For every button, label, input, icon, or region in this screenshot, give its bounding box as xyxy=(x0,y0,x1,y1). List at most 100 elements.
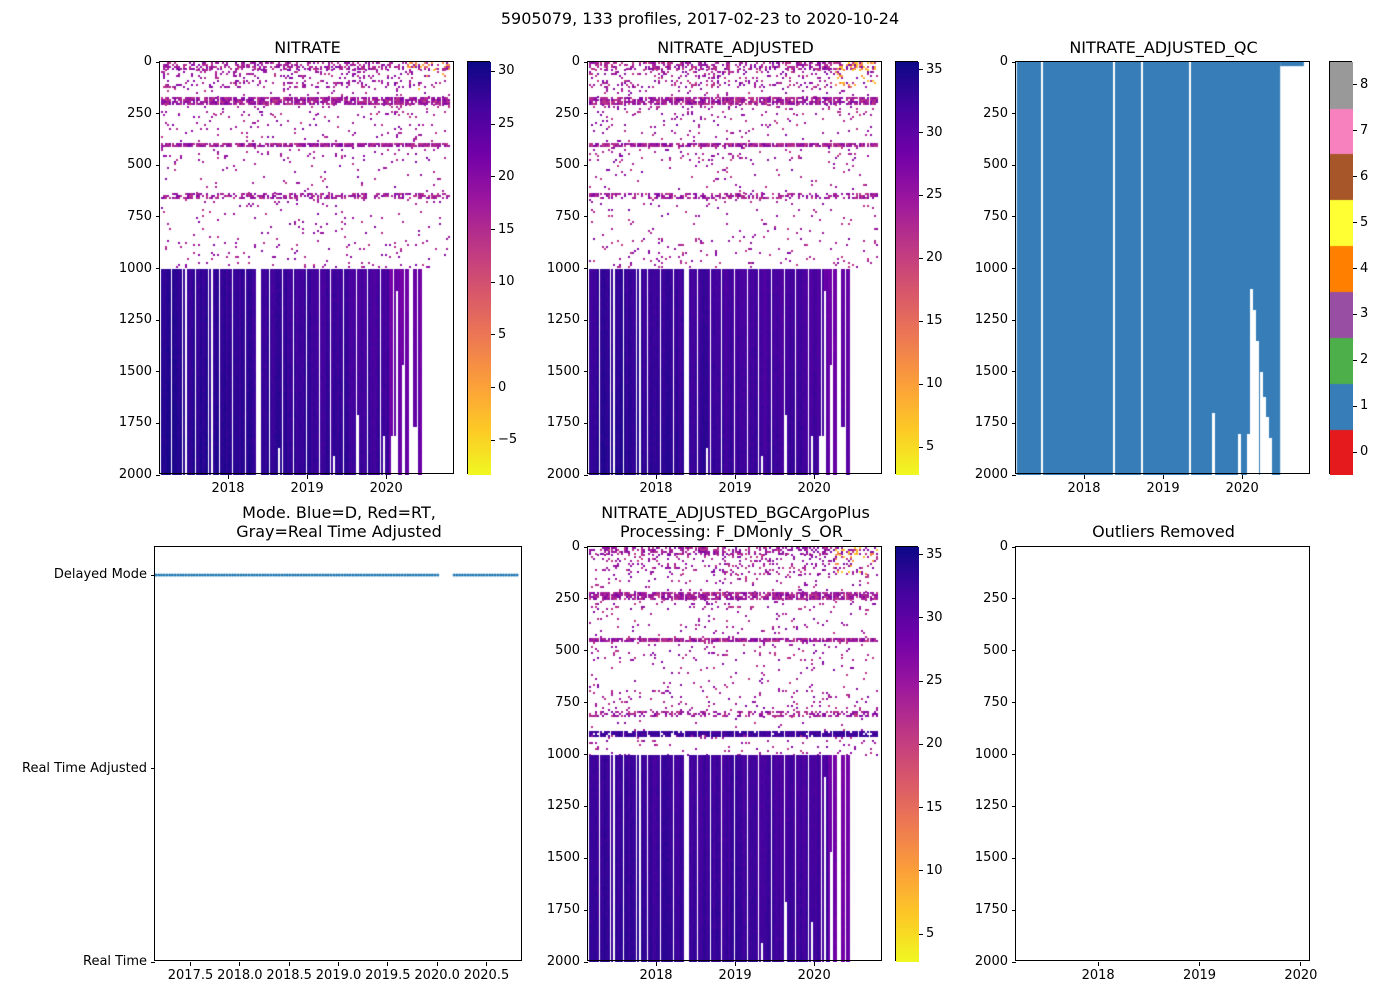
nitrate-ytick-label: 250 xyxy=(127,105,152,121)
mode-xtick-label: 2018.5 xyxy=(266,968,312,983)
nitrate-ytick xyxy=(156,61,160,63)
adjusted-xtick xyxy=(813,475,815,479)
nitrate-xtick xyxy=(306,475,308,479)
adjusted-cbar-tick-label: 20 xyxy=(926,250,943,266)
nitrate-ytick-label: 1250 xyxy=(118,312,152,328)
outliers-ytick xyxy=(1012,598,1016,600)
nitrate-heatmap xyxy=(160,62,455,475)
adjusted-cbar-tick-label: 35 xyxy=(926,61,943,77)
adjusted-xtick xyxy=(734,475,736,479)
bgc-ytick xyxy=(584,650,588,652)
outliers-ytick xyxy=(1012,650,1016,652)
qc-cbar-tick xyxy=(1353,268,1357,269)
bgc-ytick-label: 500 xyxy=(555,642,580,658)
nitrate-ytick xyxy=(156,371,160,373)
mode-xtick-label: 2018.0 xyxy=(217,968,263,983)
bgc-ytick xyxy=(584,702,588,704)
adjusted-title: NITRATE_ADJUSTED xyxy=(657,38,814,57)
qc-cbar-tick-label: 6 xyxy=(1360,168,1369,184)
bgc-ytick-label: 750 xyxy=(555,694,580,710)
bgc-ytick xyxy=(584,909,588,911)
nitrate-axes xyxy=(159,61,454,474)
adjusted-ytick-label: 1250 xyxy=(546,312,580,328)
nitrate-cbar-tick-label: 0 xyxy=(498,379,507,395)
qc-xtick-label: 2019 xyxy=(1146,481,1180,496)
bgc-xtick-label: 2019 xyxy=(718,968,752,983)
mode-xtick-label: 2017.5 xyxy=(167,968,214,983)
adjusted-xtick xyxy=(655,475,657,479)
nitrate-ytick-label: 0 xyxy=(143,54,152,69)
mode-plot xyxy=(155,547,523,962)
outliers-xtick-label: 2020 xyxy=(1284,968,1318,983)
qc-cbar-tick-label: 1 xyxy=(1360,398,1369,414)
adjusted-ytick-label: 1000 xyxy=(546,260,580,276)
bgc-ytick-label: 2000 xyxy=(546,954,580,969)
mode-xtick-label: 2020.0 xyxy=(414,968,460,983)
adjusted-cbar-tick-label: 5 xyxy=(926,439,935,455)
mode-xtick-label: 2020.5 xyxy=(463,968,510,983)
qc-ytick xyxy=(1012,422,1016,424)
bgc-ytick-label: 0 xyxy=(571,539,580,554)
adjusted-colorbar xyxy=(896,62,919,475)
adjusted-ytick xyxy=(584,474,588,476)
bgc-ytick xyxy=(584,598,588,600)
qc-ytick xyxy=(1012,216,1016,218)
qc-cbar-tick xyxy=(1353,222,1357,224)
nitrate-ytick-label: 1500 xyxy=(118,363,152,379)
outliers-ytick-label: 250 xyxy=(983,590,1008,606)
adjusted-ytick-label: 750 xyxy=(555,208,580,224)
bgc-ytick-label: 1000 xyxy=(546,746,580,762)
bgc-cbar-tick xyxy=(919,743,923,745)
nitrate-xtick xyxy=(227,475,229,479)
nitrate-xtick-label: 2020 xyxy=(369,481,403,496)
qc-xtick-label: 2020 xyxy=(1225,481,1259,496)
bgc-cbar-tick xyxy=(919,807,923,809)
qc-cbar-tick xyxy=(1353,130,1357,132)
outliers-ytick xyxy=(1012,754,1016,755)
qc-ytick-label: 500 xyxy=(983,157,1008,173)
qc-cbar-tick-label: 5 xyxy=(1360,214,1369,230)
nitrate-cbar-tick xyxy=(491,387,495,389)
adjusted-cbar-tick xyxy=(919,446,923,448)
adjusted-axes xyxy=(587,61,882,474)
qc-heatmap xyxy=(1016,62,1311,475)
bgc-xtick xyxy=(734,962,736,966)
outliers-ytick-label: 750 xyxy=(983,694,1008,710)
nitrate-ytick xyxy=(156,474,160,476)
bgc-ytick xyxy=(584,857,588,859)
nitrate-cbar-tick-label: 5 xyxy=(498,326,507,342)
outliers-ytick xyxy=(1012,961,1016,963)
qc-cbar-tick-label: 8 xyxy=(1360,76,1369,92)
nitrate-ytick xyxy=(156,164,160,166)
qc-cbar-tick xyxy=(1353,451,1357,453)
mode-xtick xyxy=(338,962,339,966)
bgc-title: NITRATE_ADJUSTED_BGCArgoPlus Processing:… xyxy=(588,503,883,541)
outliers-ytick xyxy=(1012,546,1016,548)
outliers-xtick-label: 2019 xyxy=(1182,968,1217,983)
bgc-cbar-tick xyxy=(919,554,923,556)
qc-ytick xyxy=(1012,371,1016,373)
outliers-ytick-label: 1750 xyxy=(974,902,1008,918)
bgc-xtick-label: 2018 xyxy=(639,968,673,983)
adjusted-cbar-tick-label: 25 xyxy=(926,187,943,203)
outliers-xtick xyxy=(1300,962,1302,966)
nitrate-ytick-label: 750 xyxy=(127,208,152,224)
bgc-colorbar xyxy=(896,547,919,962)
nitrate-cbar-tick-label: 10 xyxy=(498,274,515,290)
bgc-cbar-tick xyxy=(919,617,923,619)
adjusted-ytick-label: 500 xyxy=(555,157,580,173)
outliers-ytick xyxy=(1012,805,1016,807)
mode-ytick xyxy=(151,574,155,576)
bgc-ytick-label: 250 xyxy=(555,590,580,606)
bgc-axes xyxy=(587,546,882,961)
outliers-xtick-label: 2018 xyxy=(1081,968,1115,983)
qc-xtick xyxy=(1162,475,1164,479)
mode-ytick xyxy=(151,961,155,963)
nitrate-ytick xyxy=(156,319,160,321)
nitrate-ytick xyxy=(156,216,160,218)
bgc-title-line1: NITRATE_ADJUSTED_BGCArgoPlus xyxy=(601,503,870,522)
nitrate-ytick-label: 1000 xyxy=(118,260,152,276)
qc-cbar-tick-label: 7 xyxy=(1360,122,1369,138)
adjusted-cbar-tick-label: 10 xyxy=(926,376,943,392)
qc-xtick xyxy=(1083,475,1085,479)
